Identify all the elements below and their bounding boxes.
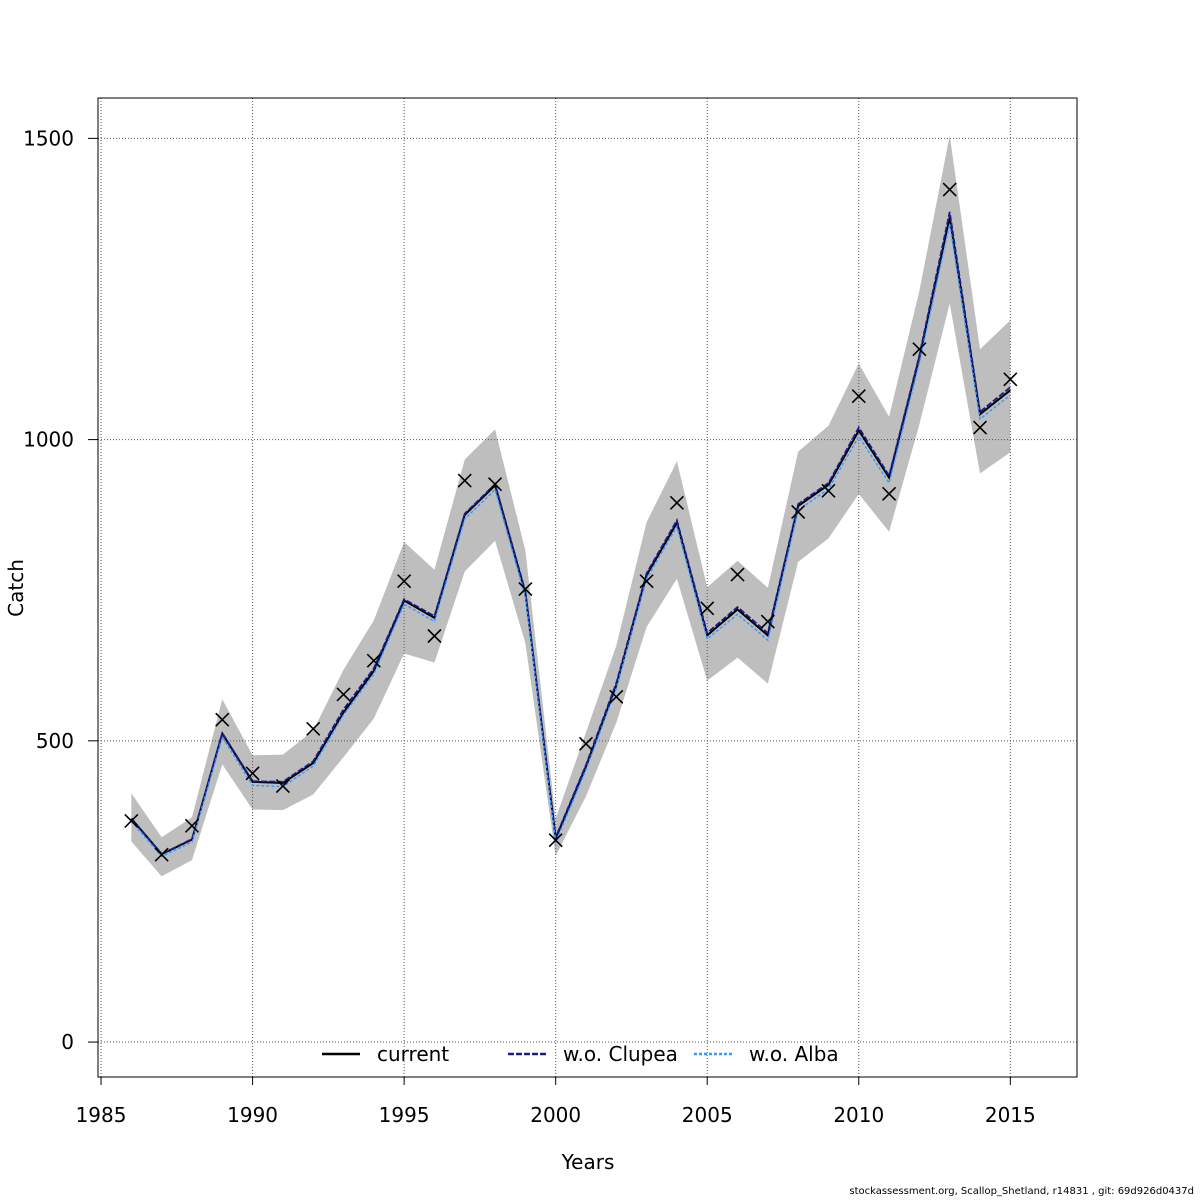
series-line-2 [130, 223, 1011, 858]
x-axis-title: Years [561, 1150, 615, 1174]
observed-point [366, 653, 381, 668]
observed-point [245, 766, 260, 781]
observed-point [639, 574, 654, 589]
x-tick-label: 1995 [379, 1103, 430, 1127]
legend: current w.o. Clupea w.o. Alba [322, 1042, 839, 1066]
observed-point [457, 473, 472, 488]
observed-point [124, 813, 139, 829]
observed-point [972, 420, 988, 435]
x-tick-label: 2010 [833, 1103, 884, 1127]
observed-point [275, 778, 290, 794]
observed-point [397, 574, 412, 589]
observed-point [215, 712, 230, 727]
legend-label-1: w.o. Clupea [563, 1042, 678, 1066]
y-tick-label: 1500 [23, 126, 74, 150]
observed-point [306, 721, 321, 736]
x-tick-label: 1990 [227, 1103, 278, 1127]
y-axis-title: Catch [4, 559, 28, 617]
y-axis: 0 500 1000 1500 [23, 126, 99, 1054]
observed-point [942, 182, 957, 197]
legend-label-2: w.o. Alba [749, 1042, 839, 1066]
observed-point [609, 689, 624, 704]
y-tick-label: 500 [36, 729, 74, 753]
legend-label-0: current [377, 1042, 449, 1066]
observed-point [700, 601, 715, 616]
y-tick-label: 1000 [23, 428, 74, 452]
confidence-band [131, 135, 1011, 877]
observed-point [427, 628, 442, 644]
observed-point [730, 567, 745, 582]
observed-point [184, 818, 200, 833]
observed-point [1003, 372, 1018, 387]
observed-point [912, 342, 927, 357]
observed-point [669, 495, 684, 510]
x-tick-label: 1985 [76, 1103, 127, 1127]
footer-credit: stockassessment.org, Scallop_Shetland, r… [849, 1186, 1194, 1197]
x-tick-label: 2005 [682, 1103, 733, 1127]
grid-layer [98, 98, 1077, 1077]
observed-point [487, 477, 503, 492]
x-tick-label: 2000 [530, 1103, 581, 1127]
observed-point [336, 687, 351, 702]
observed-point [518, 581, 533, 597]
x-tick-label: 2015 [985, 1103, 1036, 1127]
observed-points-layer [124, 182, 1018, 862]
y-tick-label: 0 [61, 1030, 74, 1054]
observed-point [851, 389, 866, 404]
observed-point [578, 736, 594, 751]
observed-point [154, 847, 169, 862]
x-axis: 1985 1990 1995 2000 2005 2010 2015 [76, 1076, 1036, 1127]
observed-point [882, 486, 897, 501]
observed-point [548, 833, 563, 848]
observed-point [791, 504, 806, 519]
confidence-band-layer [131, 135, 1011, 877]
observed-point [821, 483, 836, 498]
observed-point [760, 614, 775, 629]
